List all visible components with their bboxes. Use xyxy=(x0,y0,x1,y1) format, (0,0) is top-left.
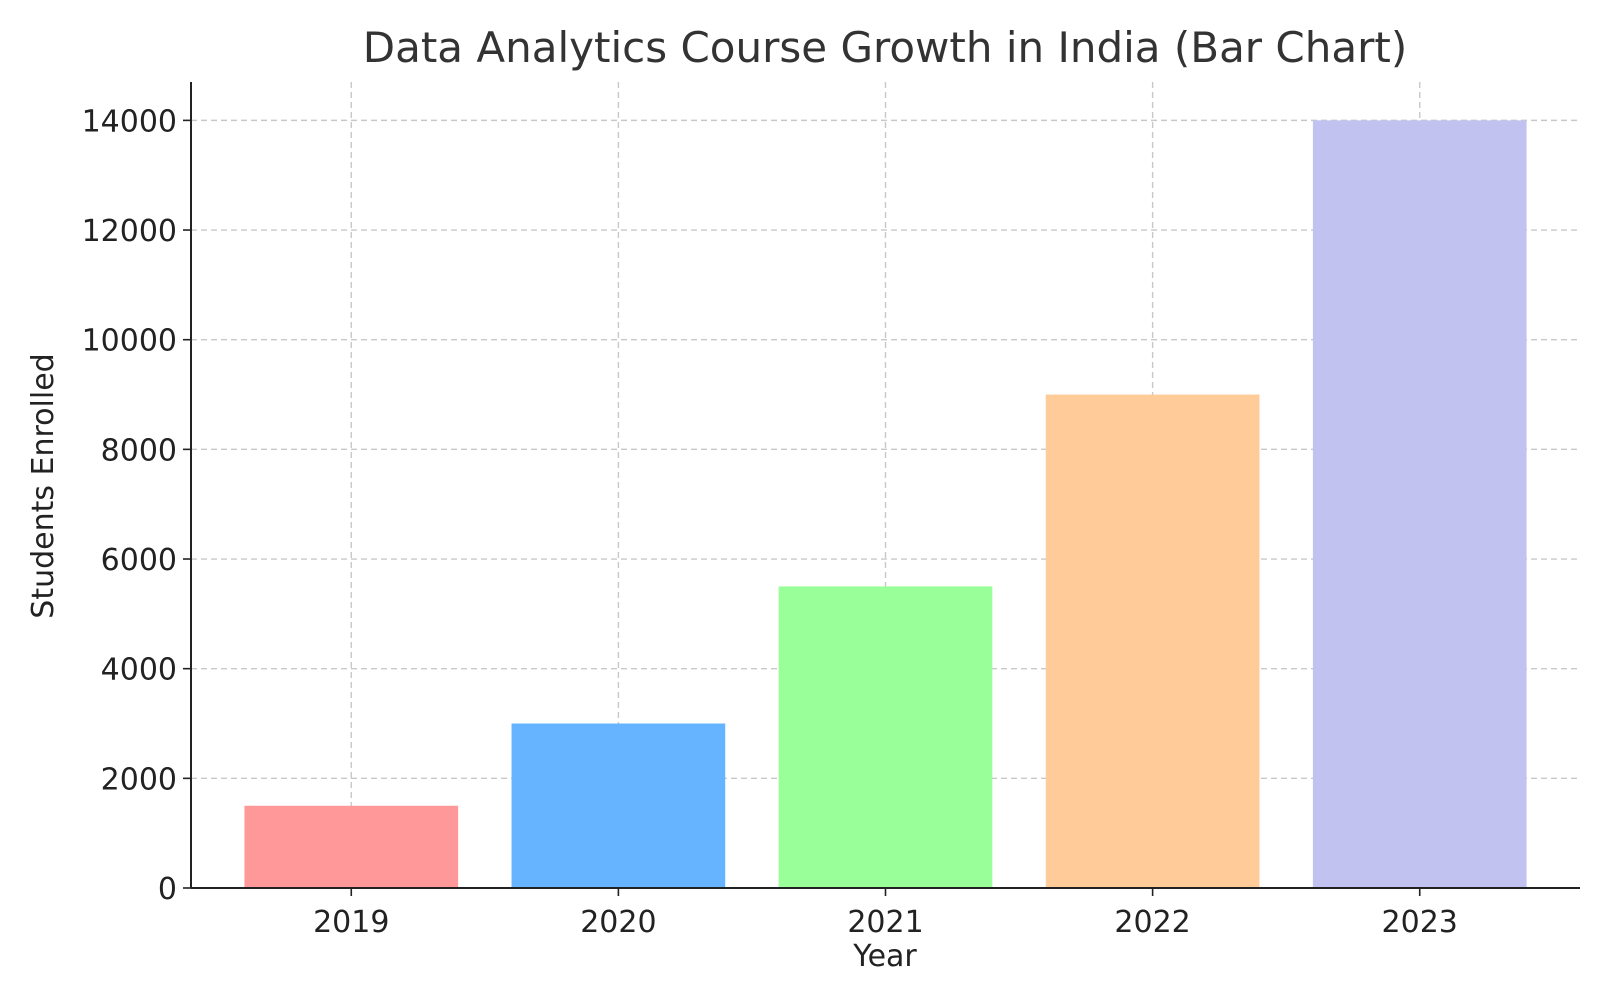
y-tick-label: 4000 xyxy=(101,653,177,688)
bar-2023 xyxy=(1312,120,1527,888)
x-tick-label: 2021 xyxy=(847,905,923,940)
x-tick-label: 2019 xyxy=(313,905,389,940)
bar-2019 xyxy=(244,805,459,888)
bar-2022 xyxy=(1045,394,1260,888)
y-tick-label: 12000 xyxy=(82,214,177,249)
chart-title: Data Analytics Course Growth in India (B… xyxy=(363,23,1407,72)
y-tick-label: 0 xyxy=(158,872,177,907)
x-axis-label: Year xyxy=(852,939,917,974)
y-tick-label: 2000 xyxy=(101,762,177,797)
bars-layer xyxy=(244,120,1527,888)
y-axis-label: Students Enrolled xyxy=(26,353,61,618)
x-ticks: 2019 2020 2021 2022 2023 xyxy=(313,888,1458,940)
y-tick-label: 14000 xyxy=(82,104,177,139)
y-tick-label: 8000 xyxy=(101,433,177,468)
y-tick-label: 10000 xyxy=(82,324,177,359)
x-tick-label: 2020 xyxy=(580,905,656,940)
y-tick-label: 6000 xyxy=(101,543,177,578)
x-tick-label: 2023 xyxy=(1382,905,1458,940)
bar-2021 xyxy=(778,586,993,888)
x-tick-label: 2022 xyxy=(1114,905,1190,940)
bar-2020 xyxy=(511,723,726,888)
y-ticks: 0 2000 4000 6000 8000 10000 12000 14000 xyxy=(82,104,191,907)
